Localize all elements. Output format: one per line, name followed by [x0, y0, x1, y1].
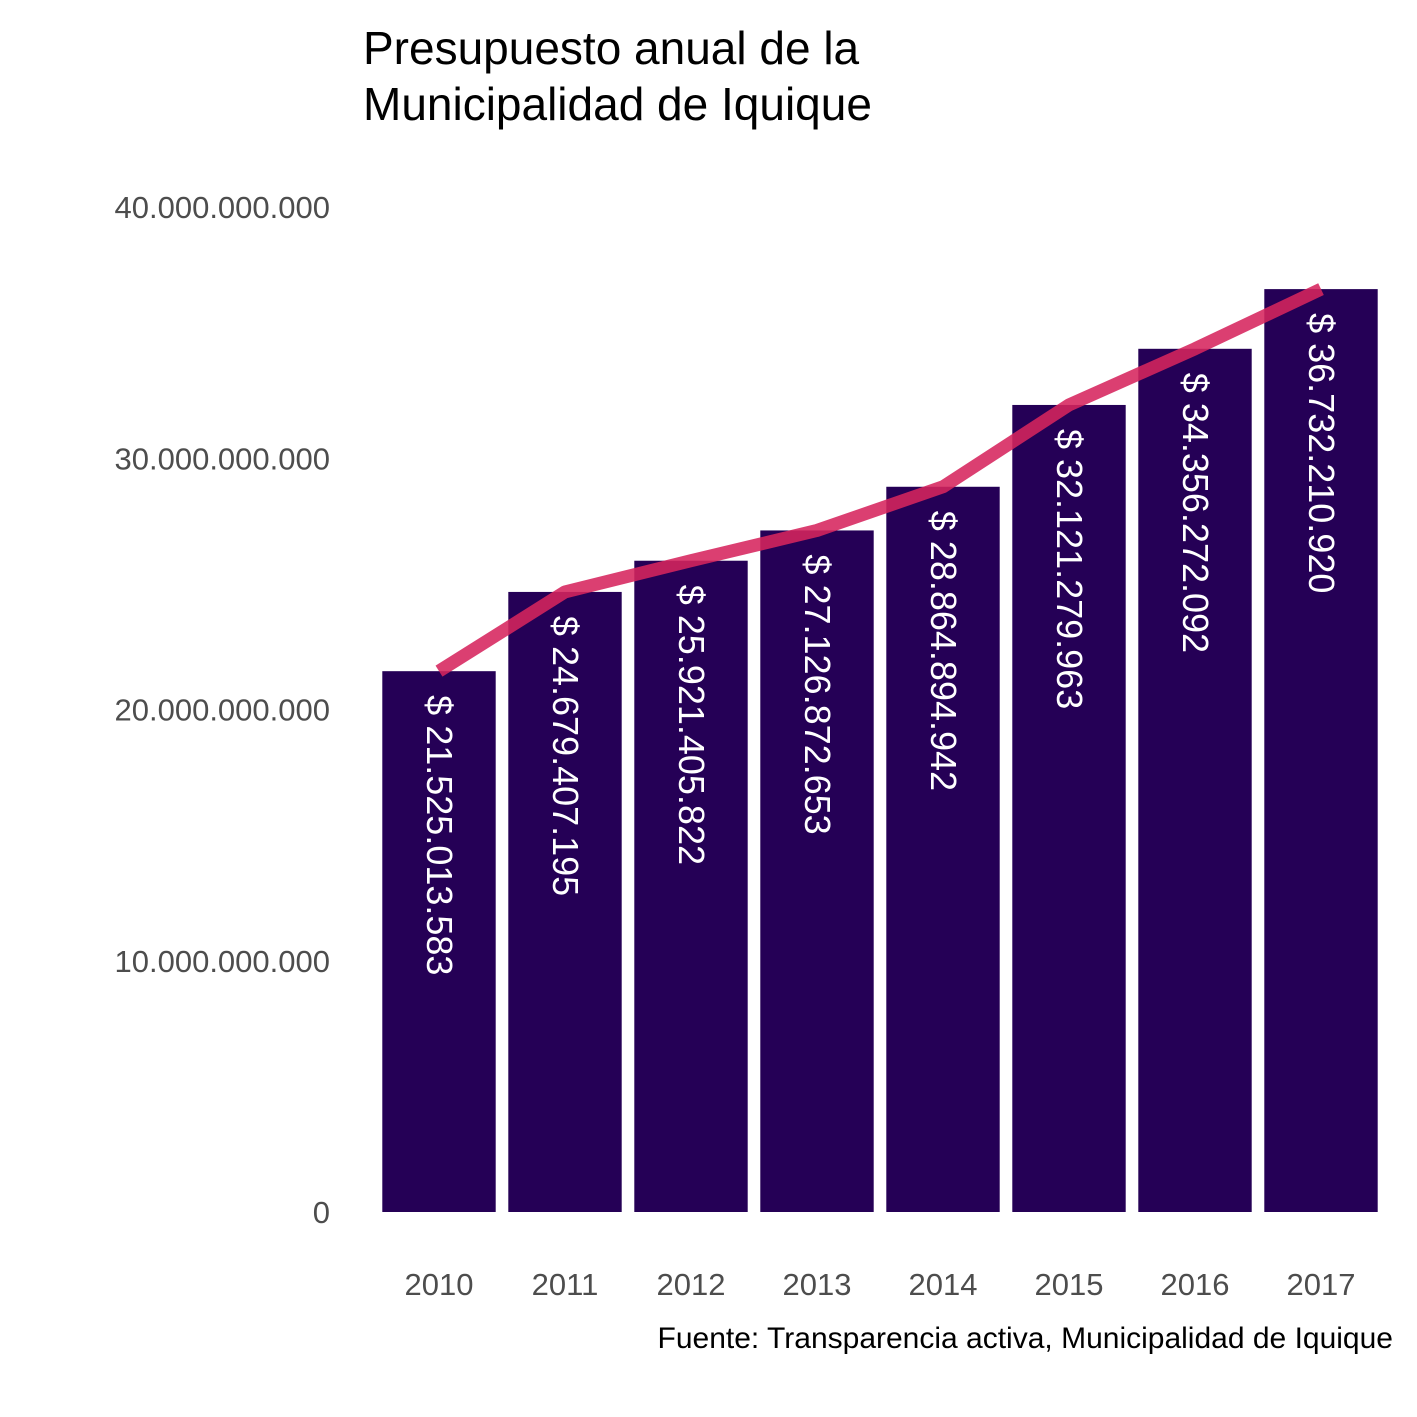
x-axis: 2010 2011 2012 2013 2014 2015 2016 2017 [405, 1267, 1356, 1302]
bars [382, 289, 1378, 1212]
bar-value-label-2014: $ 28.864.894.942 [923, 511, 964, 791]
bar-labels: $ 21.525.013.583 $ 24.679.407.195 $ 25.921… [419, 313, 1342, 975]
x-tick-label-2015: 2015 [1035, 1267, 1104, 1302]
source-caption: Fuente: Transparencia activa, Municipali… [658, 1322, 1393, 1355]
bar-value-label-2010: $ 21.525.013.583 [419, 695, 460, 975]
x-tick-label-2017: 2017 [1287, 1267, 1356, 1302]
y-tick-label: 30.000.000.000 [115, 441, 331, 476]
bar-2015 [1012, 404, 1126, 1212]
y-tick-label: 20.000.000.000 [115, 693, 331, 728]
trend-line-layer [435, 283, 1324, 677]
x-tick-label-2014: 2014 [909, 1267, 978, 1302]
x-tick-label-2011: 2011 [532, 1267, 599, 1302]
bar-value-label-2013: $ 27.126.872.653 [797, 554, 838, 834]
bar-2014 [886, 486, 1000, 1212]
y-axis: 0 10.000.000.000 20.000.000.000 30.000.000.… [115, 190, 331, 1230]
x-tick-label-2012: 2012 [657, 1267, 726, 1302]
y-tick-label: 0 [313, 1195, 330, 1230]
bar-value-label-2012: $ 25.921.405.822 [671, 585, 712, 865]
bar-2016 [1138, 348, 1252, 1212]
chart-title-line-1: Presupuesto anual de la [363, 22, 860, 74]
bar-value-label-2017: $ 36.732.210.920 [1301, 313, 1342, 593]
bar-value-label-2011: $ 24.679.407.195 [545, 616, 586, 896]
x-tick-label-2016: 2016 [1161, 1267, 1230, 1302]
x-tick-label-2013: 2013 [783, 1267, 852, 1302]
y-tick-label: 10.000.000.000 [115, 944, 331, 979]
bar-2013 [760, 530, 874, 1212]
bar-2017 [1264, 289, 1378, 1212]
chart-title-line-2: Municipalidad de Iquique [363, 78, 872, 130]
x-tick-label-2010: 2010 [405, 1267, 474, 1302]
bar-2012 [634, 560, 748, 1212]
bar-value-label-2015: $ 32.121.279.963 [1049, 429, 1090, 709]
bar-2011 [508, 591, 622, 1212]
trend-line [435, 283, 1324, 677]
bar-value-label-2016: $ 34.356.272.092 [1175, 373, 1216, 653]
bar-2010 [382, 671, 496, 1212]
y-tick-label: 40.000.000.000 [115, 190, 331, 225]
